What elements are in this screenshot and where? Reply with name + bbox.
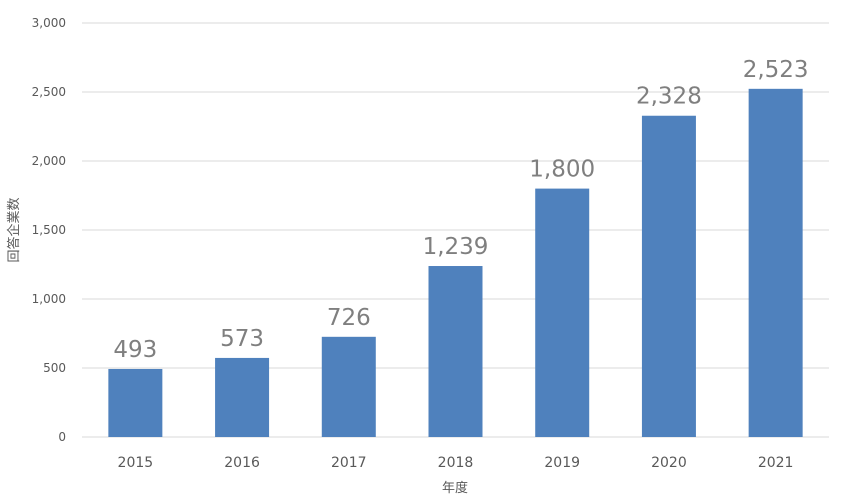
data-label-2019: 1,800 (529, 157, 595, 183)
y-axis-ticks: 0 500 1,000 1,500 2,000 2,500 3,000 (32, 16, 66, 444)
data-label-2021: 2,523 (743, 57, 809, 83)
bar-2021 (748, 88, 803, 438)
data-label-2018: 1,239 (423, 234, 489, 260)
bars (108, 88, 803, 438)
y-tick-label: 0 (58, 430, 66, 444)
x-tick-label: 2015 (118, 455, 154, 471)
bar-2016 (215, 357, 270, 437)
data-label-2020: 2,328 (636, 84, 702, 110)
bar-2019 (535, 188, 590, 437)
x-tick-label: 2018 (438, 455, 474, 471)
bar-2018 (428, 266, 483, 437)
y-tick-label: 1,500 (32, 223, 66, 237)
data-label-2015: 493 (113, 337, 157, 363)
x-tick-label: 2017 (331, 455, 367, 471)
x-tick-label: 2016 (224, 455, 260, 471)
y-tick-label: 500 (43, 361, 66, 375)
y-tick-label: 2,000 (32, 154, 66, 168)
data-labels: 493 573 726 1,239 1,800 2,328 2,523 (113, 57, 808, 363)
x-tick-label: 2021 (758, 455, 794, 471)
x-tick-label: 2019 (544, 455, 580, 471)
x-tick-label: 2020 (651, 455, 687, 471)
bar-2017 (321, 336, 376, 437)
y-tick-label: 1,000 (32, 292, 66, 306)
x-axis-title: 年度 (442, 480, 468, 496)
data-label-2017: 726 (327, 305, 371, 331)
x-axis-ticks: 2015 2016 2017 2018 2019 2020 2021 (118, 455, 794, 471)
bar-2015 (108, 368, 163, 437)
bar-2020 (641, 115, 696, 438)
data-label-2016: 573 (220, 326, 264, 352)
y-axis-title: 回答企業数 (6, 197, 22, 262)
y-tick-label: 2,500 (32, 85, 66, 99)
y-tick-label: 3,000 (32, 16, 66, 30)
